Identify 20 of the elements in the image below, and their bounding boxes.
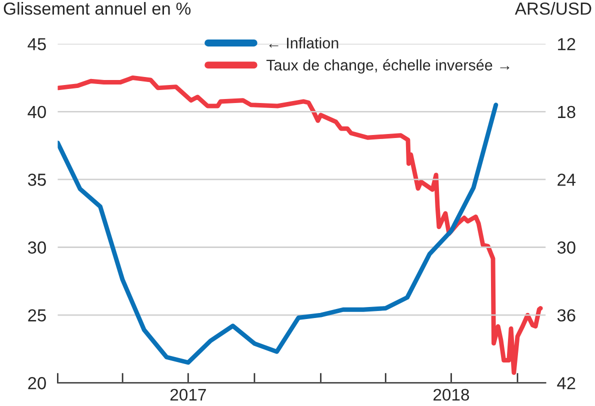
line-series <box>58 102 498 365</box>
y2-tick-label: 18 <box>558 106 576 118</box>
y-axis-title: Glissement annuel en % <box>4 2 191 15</box>
y2-axis-title: ARS/USD <box>514 2 592 15</box>
legend-label: Taux de change, échelle inversée → <box>266 59 510 74</box>
x-tick-label: 2017 <box>170 388 206 401</box>
y-tick-label: 20 <box>28 377 46 390</box>
y2-tick-label: 24 <box>558 174 576 186</box>
y-tick-label: 45 <box>28 38 46 50</box>
y2-tick-label: 36 <box>557 309 576 322</box>
y2-tick-label: 42 <box>557 377 576 390</box>
y2-tick-label: 12 <box>558 38 576 50</box>
y-tick-label: 25 <box>28 309 46 322</box>
x-tick-label: 2018 <box>434 388 470 401</box>
y-tick-label: 40 <box>28 106 46 118</box>
line-series <box>58 76 543 375</box>
y-tick-label: 35 <box>28 174 46 186</box>
y-tick-label: 30 <box>28 241 46 254</box>
legend-label: ← Inflation <box>269 37 338 48</box>
y2-tick-label: 30 <box>557 241 576 254</box>
